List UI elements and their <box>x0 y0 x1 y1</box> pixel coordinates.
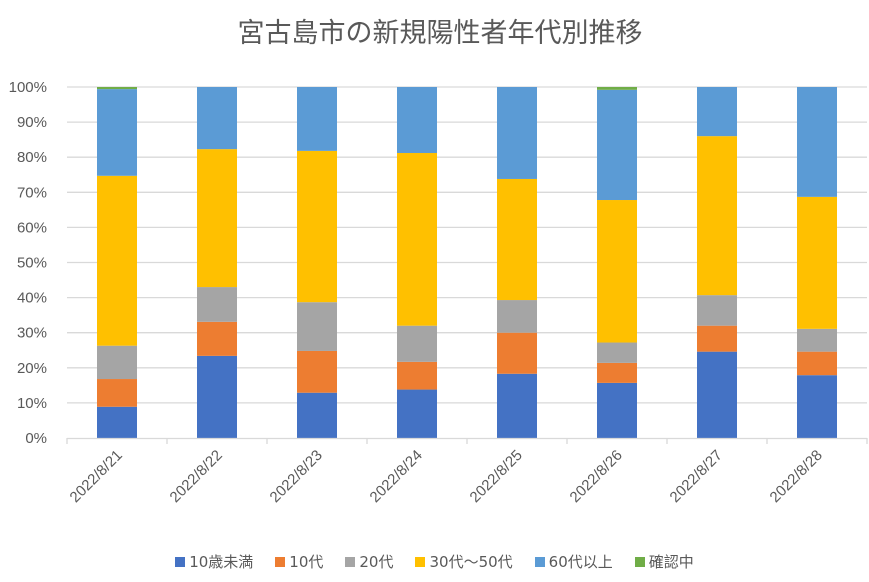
bar-segment <box>297 350 337 393</box>
bar-segment <box>397 87 437 153</box>
bar-segment <box>97 175 137 346</box>
x-tick-label: 2022/8/22 <box>167 447 226 506</box>
legend-swatch <box>275 556 286 567</box>
bar-segment <box>497 300 537 333</box>
bar-segment <box>297 392 337 438</box>
bar-segment <box>797 87 837 197</box>
bar-segment <box>797 328 837 352</box>
legend-swatch <box>534 556 545 567</box>
bar-segment <box>397 325 437 362</box>
bars <box>97 87 837 438</box>
y-tick-label: 30% <box>17 325 47 342</box>
bar-segment <box>97 379 137 407</box>
bar-segment <box>797 196 837 329</box>
bar-segment <box>797 375 837 438</box>
x-tick-label: 2022/8/28 <box>767 447 826 506</box>
bar-segment <box>97 345 137 380</box>
bar-segment <box>197 355 237 438</box>
bar-segment <box>397 361 437 390</box>
gridlines <box>67 86 867 404</box>
y-tick-label: 60% <box>17 219 47 236</box>
legend-label: 10歳未満 <box>189 553 254 571</box>
bar-segment <box>197 321 237 356</box>
bar-segment <box>697 136 737 296</box>
x-tick-label: 2022/8/26 <box>567 447 626 506</box>
legend-swatch <box>345 556 356 567</box>
y-tick-label: 90% <box>17 114 47 131</box>
legend-label: 確認中 <box>648 553 694 571</box>
bar-segment <box>697 325 737 352</box>
y-tick-label: 10% <box>17 395 47 412</box>
x-axis: 2022/8/21 2022/8/22 2022/8/23 2022/8/24 2022… <box>66 437 868 506</box>
bar-segment <box>697 295 737 326</box>
legend-swatch <box>415 556 426 567</box>
legend-item: 10代 <box>275 551 323 572</box>
legend-item: 確認中 <box>634 551 694 572</box>
bar-segment <box>597 382 637 438</box>
legend-item: 60代以上 <box>534 551 613 572</box>
bar-segment <box>197 87 237 150</box>
bar-segment <box>597 200 637 343</box>
bar-segment <box>597 89 637 201</box>
bar-segment <box>497 332 537 374</box>
x-tick-label: 2022/8/24 <box>367 447 426 506</box>
bar-segment <box>197 149 237 288</box>
bar-segment <box>397 152 437 326</box>
legend-swatch <box>175 556 186 567</box>
y-tick-label: 0% <box>25 430 47 447</box>
legend-label: 30代～50代 <box>429 553 513 571</box>
y-tick-label: 100% <box>9 79 47 96</box>
y-tick-label: 50% <box>17 255 47 272</box>
bar-segment <box>497 87 537 179</box>
bar-segment <box>397 389 437 438</box>
bar-segment <box>197 287 237 322</box>
bar-segment <box>97 89 137 176</box>
legend-label: 60代以上 <box>548 553 613 571</box>
bar-segment <box>497 373 537 438</box>
bar-segment <box>497 178 537 301</box>
bar-segment <box>597 342 637 363</box>
bar-segment <box>297 150 337 303</box>
bar-segment <box>597 362 637 383</box>
y-tick-label: 70% <box>17 184 47 201</box>
bar-segment <box>297 302 337 351</box>
legend: 10歳未満 10代 20代 30代～50代 60代以上 確認中 <box>0 551 869 572</box>
stacked-bar-chart: 宮古島市の新規陽性者年代別推移 0% 10% 20% 30% 40% 50% 60% 70% 8… <box>9 18 868 506</box>
legend-label: 20代 <box>359 553 394 571</box>
legend-item: 30代～50代 <box>415 551 513 572</box>
x-tick-label: 2022/8/23 <box>267 447 326 506</box>
legend-label: 10代 <box>289 553 324 571</box>
y-tick-label: 40% <box>17 290 47 307</box>
legend-swatch <box>634 556 645 567</box>
bar-segment <box>297 87 337 151</box>
x-tick-label: 2022/8/27 <box>667 447 726 506</box>
legend-item: 20代 <box>345 551 393 572</box>
legend-item: 10歳未満 <box>175 551 253 572</box>
bar-segment <box>697 87 737 137</box>
bar-segment <box>797 351 837 376</box>
y-tick-label: 80% <box>17 149 47 166</box>
x-tick-label: 2022/8/25 <box>467 447 526 506</box>
bar-segment <box>597 87 637 90</box>
bar-segment <box>97 406 137 438</box>
chart-title: 宮古島市の新規陽性者年代別推移 <box>238 18 643 49</box>
y-axis: 0% 10% 20% 30% 40% 50% 60% 70% 80% 90% 100% <box>9 79 47 447</box>
bar-segment <box>97 87 137 90</box>
bar-segment <box>697 351 737 438</box>
y-tick-label: 20% <box>17 360 47 377</box>
x-tick-label: 2022/8/21 <box>67 447 126 506</box>
